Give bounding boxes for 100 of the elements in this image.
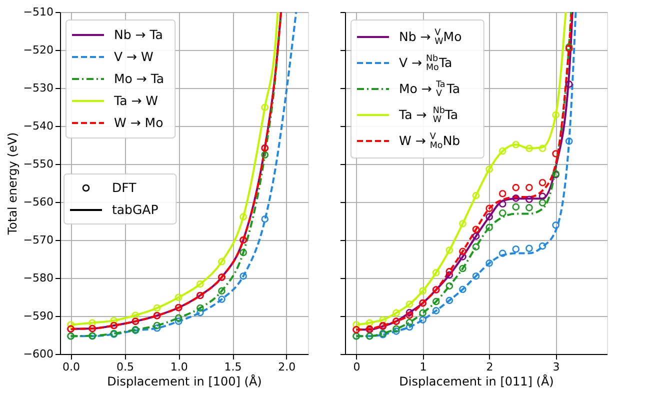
point: [153, 324, 161, 332]
x-axis-title: Displacement in [011] (Å): [399, 374, 554, 388]
point: [366, 319, 374, 326]
point: [486, 260, 493, 267]
point: [406, 323, 414, 331]
legend-key-dft-tabgap: DFT: [112, 180, 136, 195]
point: [196, 304, 204, 312]
point: [486, 213, 493, 220]
point: [218, 258, 226, 266]
point: [261, 151, 269, 159]
point: [406, 318, 414, 326]
point: [459, 264, 466, 272]
point: [240, 213, 247, 220]
x-tick-label: 2: [486, 360, 494, 374]
point: [392, 325, 400, 333]
legend-label: Ta → W: [113, 93, 158, 108]
point: [110, 316, 118, 324]
point: [379, 316, 387, 324]
point: [459, 220, 466, 228]
x-tick-label: 0: [353, 360, 360, 374]
x-tick-label: 0.0: [62, 360, 80, 374]
point: [240, 248, 247, 256]
point: [552, 222, 560, 229]
point: [88, 319, 96, 326]
point: [392, 328, 400, 335]
point: [153, 322, 161, 330]
point: [526, 204, 533, 212]
y-tick-label: −570: [23, 234, 54, 246]
legend-label: Mo → Ta: [114, 71, 164, 86]
point: [174, 314, 182, 322]
point: [153, 304, 161, 312]
legend-label: V → W: [114, 49, 154, 64]
point: [196, 308, 204, 316]
point: [446, 268, 454, 276]
legend-key-dft-tabgap: tabGAP: [112, 202, 158, 217]
point: [472, 272, 480, 280]
point: [472, 192, 480, 200]
y-axis-title: Total energy (eV): [5, 132, 20, 236]
point: [512, 184, 520, 192]
point: [512, 140, 520, 148]
point: [472, 232, 480, 240]
point: [432, 307, 440, 314]
point: [459, 286, 466, 294]
point: [486, 204, 493, 212]
point: [552, 111, 560, 119]
point: [526, 244, 533, 252]
y-tick-label: −580: [23, 272, 54, 284]
point: [261, 104, 269, 112]
point: [218, 287, 226, 295]
point: [512, 203, 520, 211]
point: [174, 318, 182, 325]
point: [538, 144, 546, 152]
point: [240, 272, 247, 280]
y-tick-label: −600: [23, 348, 54, 360]
y-tick-label: −520: [23, 44, 54, 56]
point: [446, 282, 454, 290]
point: [472, 226, 480, 234]
point: [419, 309, 426, 317]
point: [392, 309, 400, 317]
point: [512, 194, 520, 202]
point: [538, 192, 546, 200]
point: [132, 312, 140, 319]
point: [526, 196, 533, 203]
point: [565, 80, 573, 88]
legend-label: W → Mo: [114, 115, 164, 130]
point: [512, 245, 520, 253]
y-tick-label: −540: [23, 120, 54, 132]
y-tick-label: −530: [23, 82, 54, 94]
point: [538, 199, 546, 206]
point: [498, 190, 506, 198]
point: [446, 246, 454, 254]
y-tick-label: −550: [23, 158, 54, 170]
legend-label: Nb → Ta: [114, 27, 163, 42]
x-tick-label: 1.0: [170, 360, 188, 374]
point: [419, 316, 426, 324]
point: [406, 308, 414, 316]
y-tick-label: −560: [23, 196, 54, 208]
point: [552, 150, 560, 158]
point: [565, 138, 573, 145]
x-tick-label: 1.5: [224, 360, 242, 374]
point: [472, 243, 480, 250]
x-tick-label: 0.5: [116, 360, 134, 374]
point: [218, 296, 226, 303]
point: [459, 253, 466, 260]
point: [419, 287, 426, 295]
x-tick-label: 1: [420, 360, 427, 374]
point: [538, 242, 546, 250]
point: [432, 269, 440, 276]
point: [406, 312, 414, 319]
point: [486, 166, 493, 173]
point: [498, 200, 506, 208]
point: [459, 248, 466, 256]
point: [446, 296, 454, 304]
point: [538, 178, 546, 186]
x-tick-label: 2.0: [278, 360, 296, 374]
point: [498, 147, 506, 155]
point: [526, 184, 533, 192]
point: [498, 250, 506, 257]
y-tick-label: −590: [23, 310, 54, 322]
y-tick-label: −510: [23, 6, 54, 18]
